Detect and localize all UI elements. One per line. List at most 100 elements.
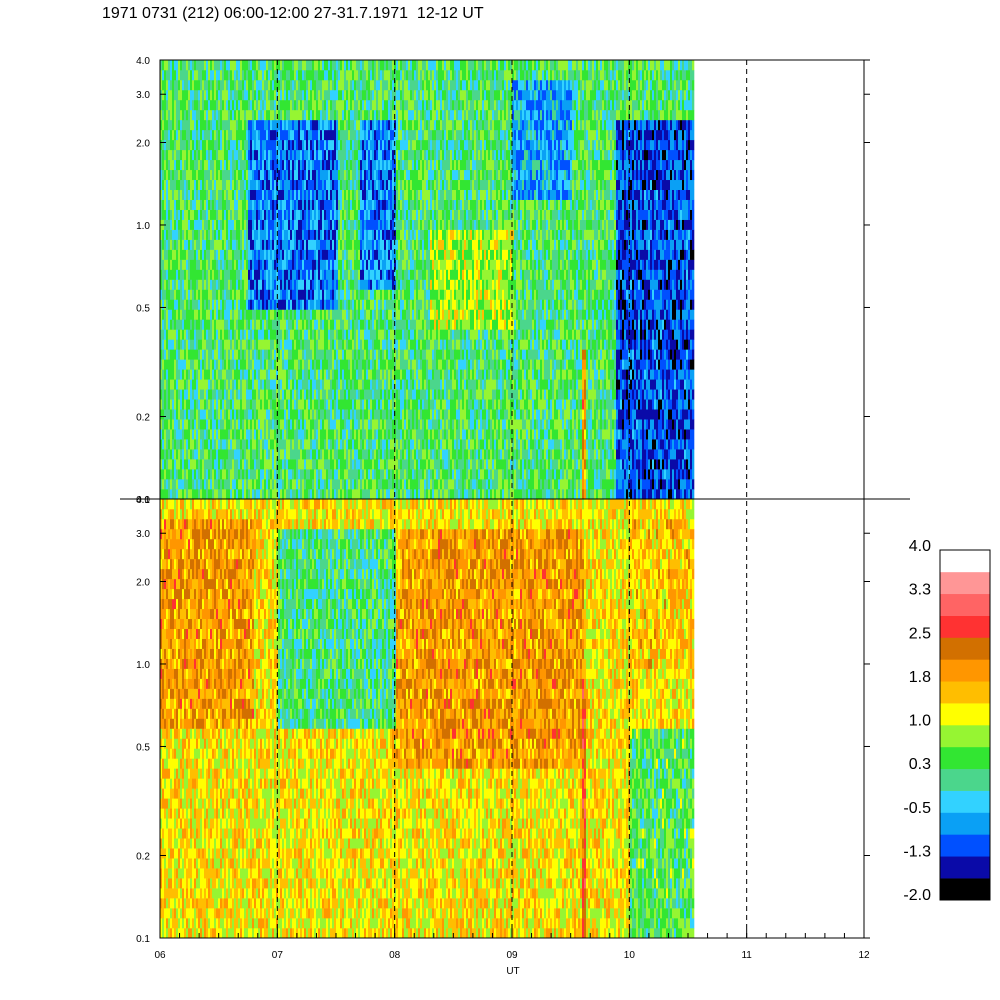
spectrum-cell xyxy=(174,230,176,240)
spectrum-cell xyxy=(238,210,240,220)
spectrum-cell xyxy=(208,359,210,369)
spectrum-cell xyxy=(268,399,270,409)
spectrum-cell xyxy=(164,250,166,260)
spectrum-cell xyxy=(366,190,368,200)
spectrum-cell xyxy=(352,369,354,379)
spectrum-cell xyxy=(348,120,350,130)
spectrum-cell xyxy=(264,299,266,309)
spectrum-cell xyxy=(312,140,314,150)
spectrum-cell xyxy=(378,299,380,309)
spectrum-cell xyxy=(358,349,360,359)
spectrum-cell xyxy=(336,459,338,469)
spectrum-cell xyxy=(182,200,184,210)
spectrum-cell xyxy=(354,409,356,419)
spectrum-cell xyxy=(314,439,316,449)
spectrum-cell xyxy=(218,339,220,349)
spectrum-cell xyxy=(376,489,378,499)
spectrum-cell xyxy=(178,299,180,309)
spectrum-cell xyxy=(382,270,384,280)
spectrum-cell xyxy=(240,80,242,90)
spectrum-cell xyxy=(258,120,260,130)
spectrum-cell xyxy=(280,60,282,70)
spectrum-cell xyxy=(350,150,352,160)
spectrum-cell xyxy=(208,349,210,359)
spectrum-cell xyxy=(184,479,186,489)
spectrum-cell xyxy=(354,289,356,299)
spectrum-cell xyxy=(308,70,310,80)
spectrum-cell xyxy=(338,359,340,369)
spectrum-cell xyxy=(174,429,176,439)
spectrum-cell xyxy=(214,150,216,160)
spectrum-cell xyxy=(330,429,332,439)
spectrum-cell xyxy=(198,349,200,359)
spectrum-cell xyxy=(312,150,314,160)
spectrum-cell xyxy=(296,230,298,240)
spectrum-cell xyxy=(368,210,370,220)
spectrum-cell xyxy=(230,240,232,250)
spectrum-cell xyxy=(170,489,172,499)
spectrum-cell xyxy=(206,90,208,100)
spectrum-cell xyxy=(220,270,222,280)
spectrum-cell xyxy=(250,429,252,439)
spectrum-cell xyxy=(188,90,190,100)
spectrum-cell xyxy=(194,289,196,299)
spectrum-cell xyxy=(328,339,330,349)
spectrum-cell xyxy=(256,60,258,70)
spectrum-cell xyxy=(366,449,368,459)
spectrum-cell xyxy=(182,309,184,319)
spectrum-cell xyxy=(162,190,164,200)
spectrum-cell xyxy=(214,250,216,260)
spectrum-cell xyxy=(298,170,300,180)
spectrum-cell xyxy=(234,110,236,120)
spectrum-cell xyxy=(378,489,380,499)
spectrum-cell xyxy=(222,70,224,80)
spectrum-cell xyxy=(174,489,176,499)
spectrum-cell xyxy=(202,409,204,419)
spectrum-cell xyxy=(308,170,310,180)
spectrum-cell xyxy=(284,419,286,429)
spectrum-cell xyxy=(242,479,244,489)
spectrum-cell xyxy=(350,160,352,170)
spectrum-cell xyxy=(236,309,238,319)
spectrum-cell xyxy=(280,489,282,499)
spectrum-cell xyxy=(288,190,290,200)
spectrum-cell xyxy=(326,280,328,290)
spectrum-cell xyxy=(364,339,366,349)
spectrum-cell xyxy=(268,70,270,80)
spectrum-cell xyxy=(294,449,296,459)
spectrum-cell xyxy=(312,170,314,180)
spectrum-cell xyxy=(172,379,174,389)
spectrum-cell xyxy=(302,190,304,200)
spectrum-cell xyxy=(212,100,214,110)
spectrum-cell xyxy=(292,280,294,290)
spectrum-cell xyxy=(306,489,308,499)
spectrum-cell xyxy=(216,270,218,280)
spectrum-cell xyxy=(306,240,308,250)
spectrum-cell xyxy=(280,120,282,130)
spectrum-cell xyxy=(350,260,352,270)
spectrum-cell xyxy=(256,349,258,359)
spectrum-cell xyxy=(264,230,266,240)
spectrum-cell xyxy=(236,349,238,359)
spectrum-cell xyxy=(196,409,198,419)
spectrum-cell xyxy=(224,439,226,449)
spectrum-cell xyxy=(202,459,204,469)
spectrum-cell xyxy=(228,280,230,290)
spectrum-cell xyxy=(220,110,222,120)
spectrum-cell xyxy=(380,140,382,150)
spectrum-cell xyxy=(300,130,302,140)
spectrum-cell xyxy=(182,319,184,329)
spectrum-cell xyxy=(208,230,210,240)
spectrum-cell xyxy=(350,80,352,90)
spectrum-cell xyxy=(208,429,210,439)
spectrum-cell xyxy=(286,250,288,260)
spectrum-cell xyxy=(268,479,270,489)
spectrum-cell xyxy=(382,280,384,290)
spectrum-cell xyxy=(170,359,172,369)
spectrum-cell xyxy=(256,299,258,309)
spectrum-cell xyxy=(232,289,234,299)
spectrum-cell xyxy=(164,409,166,419)
spectrum-cell xyxy=(204,469,206,479)
spectrum-cell xyxy=(280,329,282,339)
spectrum-cell xyxy=(308,389,310,399)
